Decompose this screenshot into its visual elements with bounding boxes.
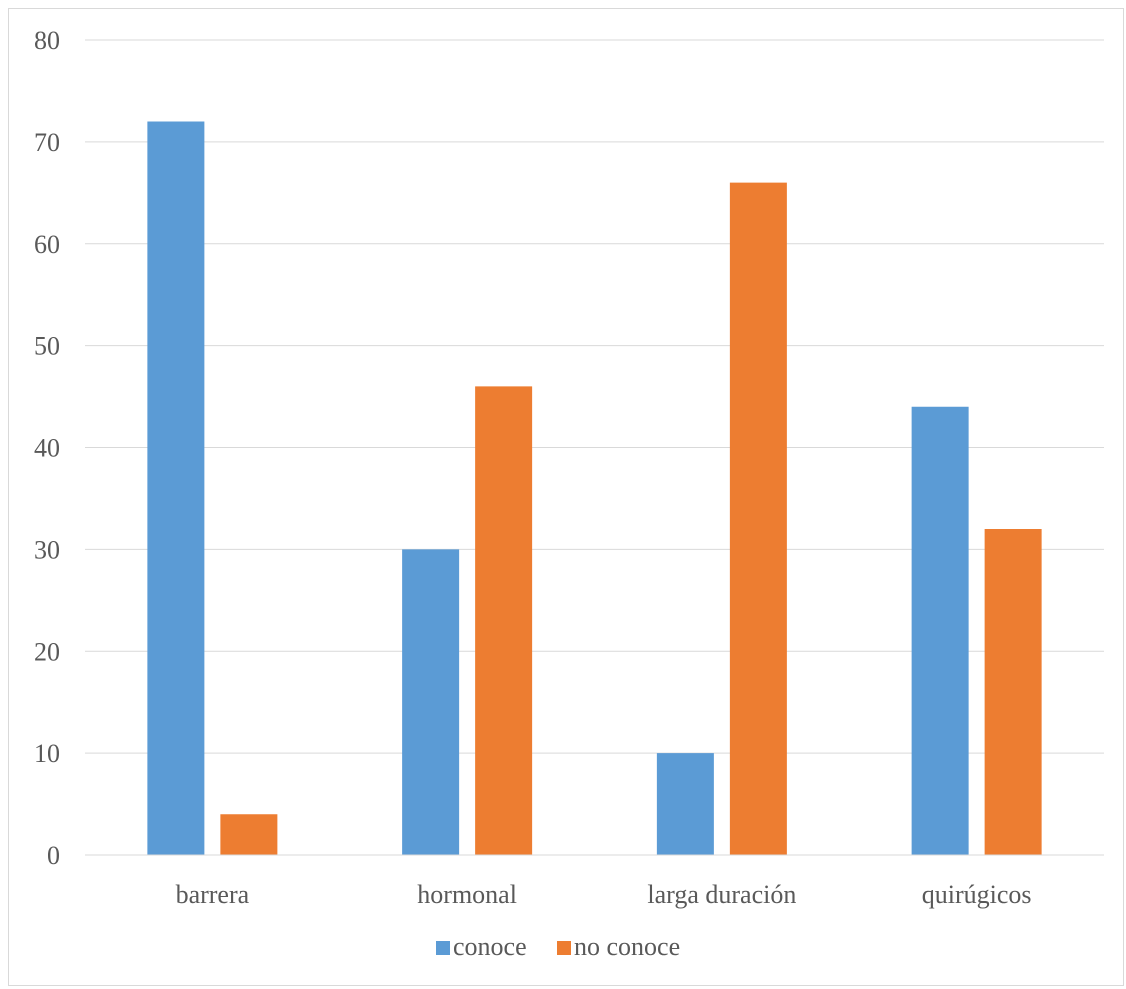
bar-no-conoce-0 — [220, 814, 278, 855]
legend-label: conoce — [453, 932, 527, 961]
bar-conoce-2 — [656, 753, 714, 855]
y-tick-label: 60 — [34, 230, 60, 259]
bar-conoce-3 — [911, 406, 969, 855]
y-tick-label: 20 — [34, 637, 60, 666]
x-category-label: larga duración — [647, 880, 796, 909]
bar-no-conoce-2 — [729, 182, 787, 855]
bar-no-conoce-1 — [475, 386, 533, 855]
legend-label: no conoce — [574, 932, 680, 961]
bar-conoce-0 — [147, 121, 205, 855]
bars — [147, 121, 1042, 855]
y-tick-label: 80 — [34, 26, 60, 55]
bar-conoce-1 — [402, 549, 460, 855]
legend-swatch-no-conoce — [557, 941, 571, 955]
y-tick-label: 0 — [47, 841, 60, 870]
x-category-label: barrera — [176, 880, 250, 909]
y-tick-label: 70 — [34, 128, 60, 157]
y-axis-tick-labels: 0 10 20 30 40 50 60 70 80 — [34, 26, 60, 870]
y-tick-label: 30 — [34, 535, 60, 564]
legend-swatch-conoce — [436, 941, 450, 955]
x-category-label: hormonal — [417, 880, 517, 909]
y-tick-label: 10 — [34, 739, 60, 768]
legend: conoce no conoce — [436, 932, 680, 961]
x-category-label: quirúgicos — [922, 880, 1032, 909]
y-tick-label: 40 — [34, 434, 60, 463]
x-axis-category-labels: barrera hormonal larga duración quirúgicos — [176, 880, 1032, 909]
bar-no-conoce-3 — [984, 529, 1042, 855]
y-tick-label: 50 — [34, 332, 60, 361]
